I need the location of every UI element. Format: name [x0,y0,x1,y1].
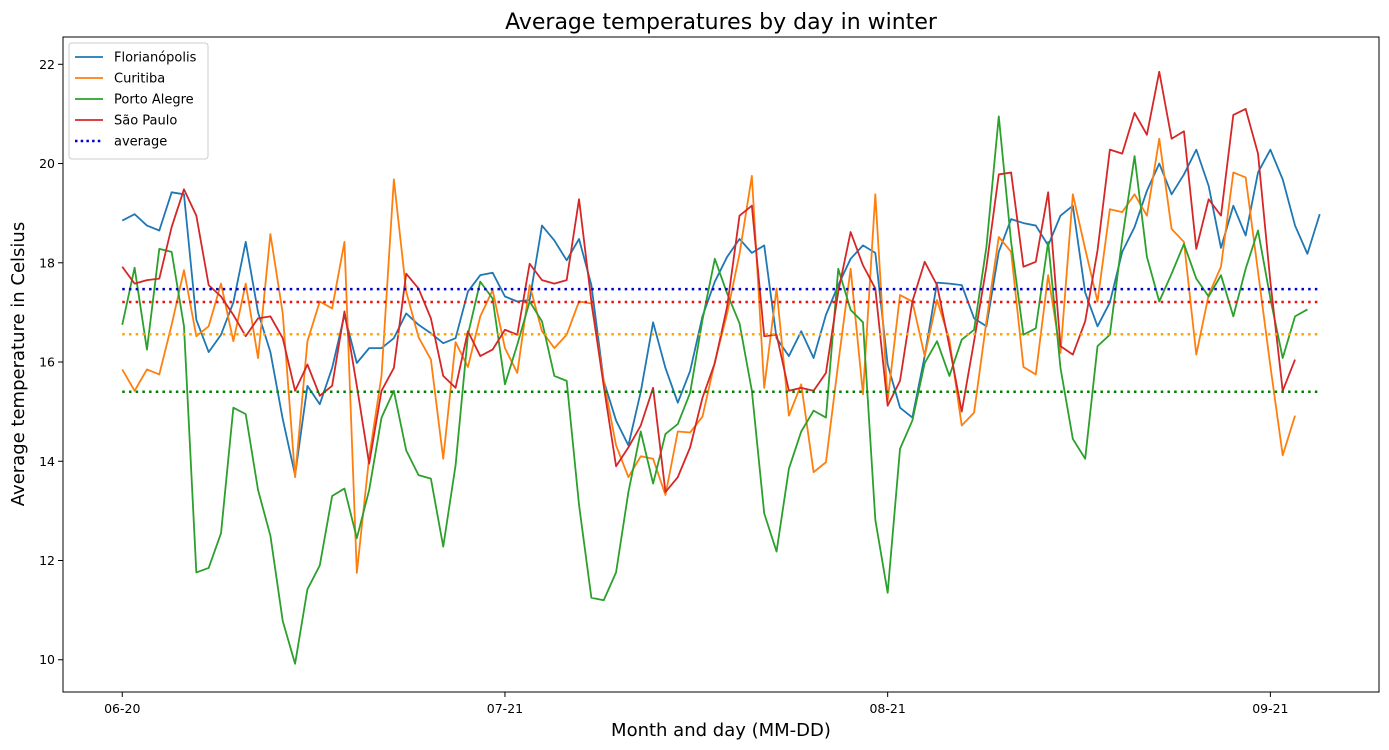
series-line-sao-paulo [121,70,1296,493]
y-tick-label: 16 [39,355,55,370]
chart-title: Average temperatures by day in winter [505,10,938,35]
legend-label-florianopolis: Florianópolis [114,51,197,66]
legend: Florianópolis Curitiba Porto Alegre São Pau… [68,42,209,160]
y-tick-label: 20 [39,156,55,171]
y-tick-label: 14 [39,454,55,469]
x-tick-label: 09-21 [1252,701,1288,716]
series-line-porto-alegre [121,115,1308,665]
legend-label-sao-paulo: São Paulo [114,114,177,129]
plot-frame [62,36,1380,693]
y-tick-label: 10 [39,652,55,667]
x-tick-label: 07-21 [487,701,523,716]
y-axis-title: Average temperature in Celsius [8,222,29,506]
x-axis-title: Month and day (MM-DD) [611,720,831,741]
series-line-curitiba [121,137,1296,574]
x-tick-label: 08-21 [869,701,905,716]
plot-area [121,70,1321,665]
y-tick-label: 18 [39,255,55,270]
y-tick-label: 22 [39,57,55,72]
legend-label-porto-alegre: Porto Alegre [114,93,194,108]
legend-frame [68,42,209,160]
legend-label-curitiba: Curitiba [114,72,165,87]
legend-label-average: average [114,135,167,150]
x-tick-label: 06-20 [104,701,140,716]
x-axis: 06-20 07-21 08-21 09-21 [104,692,1289,716]
y-axis: 10 12 14 16 18 20 22 [39,57,63,667]
y-tick-label: 12 [39,553,55,568]
